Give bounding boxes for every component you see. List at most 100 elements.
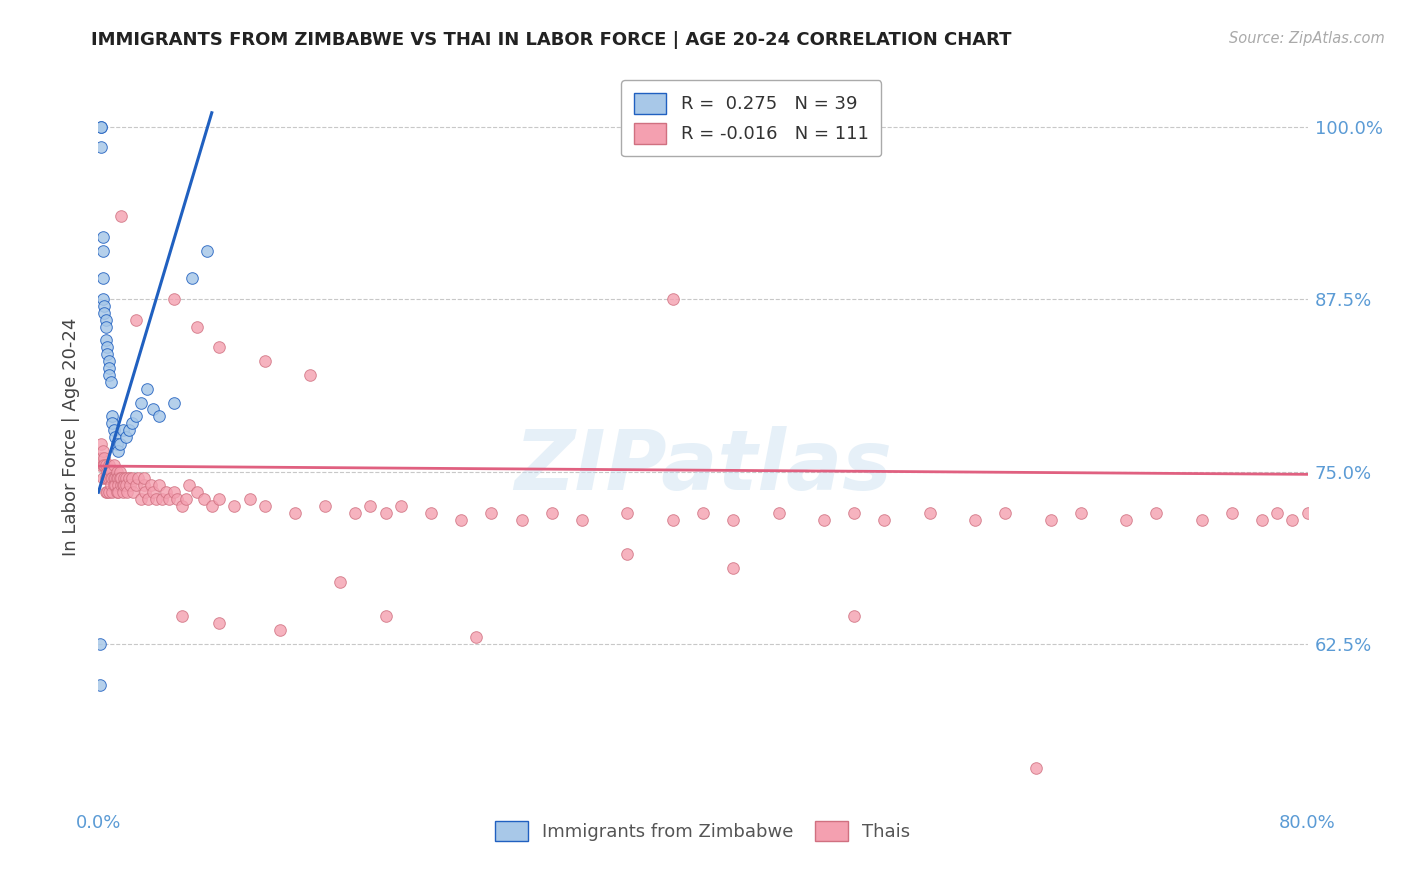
Point: [110, 471, 132, 485]
Point: [873, 513, 896, 527]
Point: [94, 334, 117, 348]
Point: [90, 450, 112, 465]
Y-axis label: In Labor Force | Age 20-24: In Labor Force | Age 20-24: [62, 318, 80, 557]
Point: [1296, 506, 1319, 520]
Point: [661, 513, 683, 527]
Point: [195, 244, 218, 258]
Point: [132, 471, 155, 485]
Point: [208, 340, 231, 354]
Point: [141, 478, 163, 492]
Point: [91, 292, 114, 306]
Point: [112, 478, 135, 492]
Point: [374, 609, 396, 624]
Point: [91, 471, 114, 485]
Point: [1070, 506, 1092, 520]
Point: [96, 465, 118, 479]
Point: [105, 437, 128, 451]
Point: [174, 492, 197, 507]
Point: [616, 506, 638, 520]
Point: [374, 506, 396, 520]
Point: [111, 485, 134, 500]
Point: [844, 609, 866, 624]
Text: Source: ZipAtlas.com: Source: ZipAtlas.com: [1229, 31, 1385, 46]
Point: [98, 471, 121, 485]
Point: [208, 492, 231, 507]
Point: [723, 561, 745, 575]
Point: [91, 458, 114, 472]
Point: [132, 478, 155, 492]
Point: [118, 423, 141, 437]
Point: [768, 506, 790, 520]
Point: [100, 465, 122, 479]
Point: [125, 409, 148, 424]
Point: [120, 478, 142, 492]
Point: [142, 402, 165, 417]
Point: [193, 492, 215, 507]
Point: [107, 443, 129, 458]
Point: [135, 382, 157, 396]
Point: [94, 471, 117, 485]
Point: [918, 506, 941, 520]
Point: [844, 506, 866, 520]
Point: [96, 485, 118, 500]
Point: [105, 471, 128, 485]
Point: [94, 458, 117, 472]
Point: [159, 492, 181, 507]
Point: [1281, 513, 1303, 527]
Point: [101, 409, 124, 424]
Point: [93, 450, 115, 465]
Point: [127, 471, 149, 485]
Point: [111, 423, 134, 437]
Point: [93, 458, 115, 472]
Point: [253, 354, 276, 368]
Point: [89, 678, 111, 692]
Point: [105, 485, 128, 500]
Point: [166, 492, 188, 507]
Point: [150, 492, 173, 507]
Point: [112, 471, 135, 485]
Point: [163, 395, 186, 409]
Point: [103, 471, 125, 485]
Point: [91, 244, 114, 258]
Point: [148, 409, 170, 424]
Point: [148, 478, 170, 492]
Point: [1144, 506, 1167, 520]
Point: [1039, 513, 1062, 527]
Point: [994, 506, 1017, 520]
Point: [186, 319, 208, 334]
Point: [94, 485, 117, 500]
Point: [481, 506, 503, 520]
Point: [125, 312, 148, 326]
Point: [1251, 513, 1274, 527]
Point: [253, 499, 276, 513]
Point: [314, 499, 336, 513]
Point: [103, 423, 125, 437]
Point: [121, 471, 143, 485]
Point: [269, 624, 291, 638]
Point: [91, 230, 114, 244]
Point: [96, 340, 118, 354]
Point: [98, 458, 121, 472]
Point: [103, 478, 125, 492]
Point: [1267, 506, 1289, 520]
Point: [155, 485, 177, 500]
Point: [96, 347, 118, 361]
Point: [114, 478, 136, 492]
Point: [91, 443, 114, 458]
Point: [107, 471, 129, 485]
Point: [142, 485, 165, 500]
Point: [90, 437, 112, 451]
Point: [101, 485, 124, 500]
Point: [93, 306, 115, 320]
Point: [101, 471, 124, 485]
Point: [100, 375, 122, 389]
Point: [89, 458, 111, 472]
Point: [111, 478, 134, 492]
Point: [91, 271, 114, 285]
Point: [170, 609, 193, 624]
Point: [360, 499, 382, 513]
Point: [98, 485, 121, 500]
Point: [89, 637, 111, 651]
Point: [100, 471, 122, 485]
Point: [723, 513, 745, 527]
